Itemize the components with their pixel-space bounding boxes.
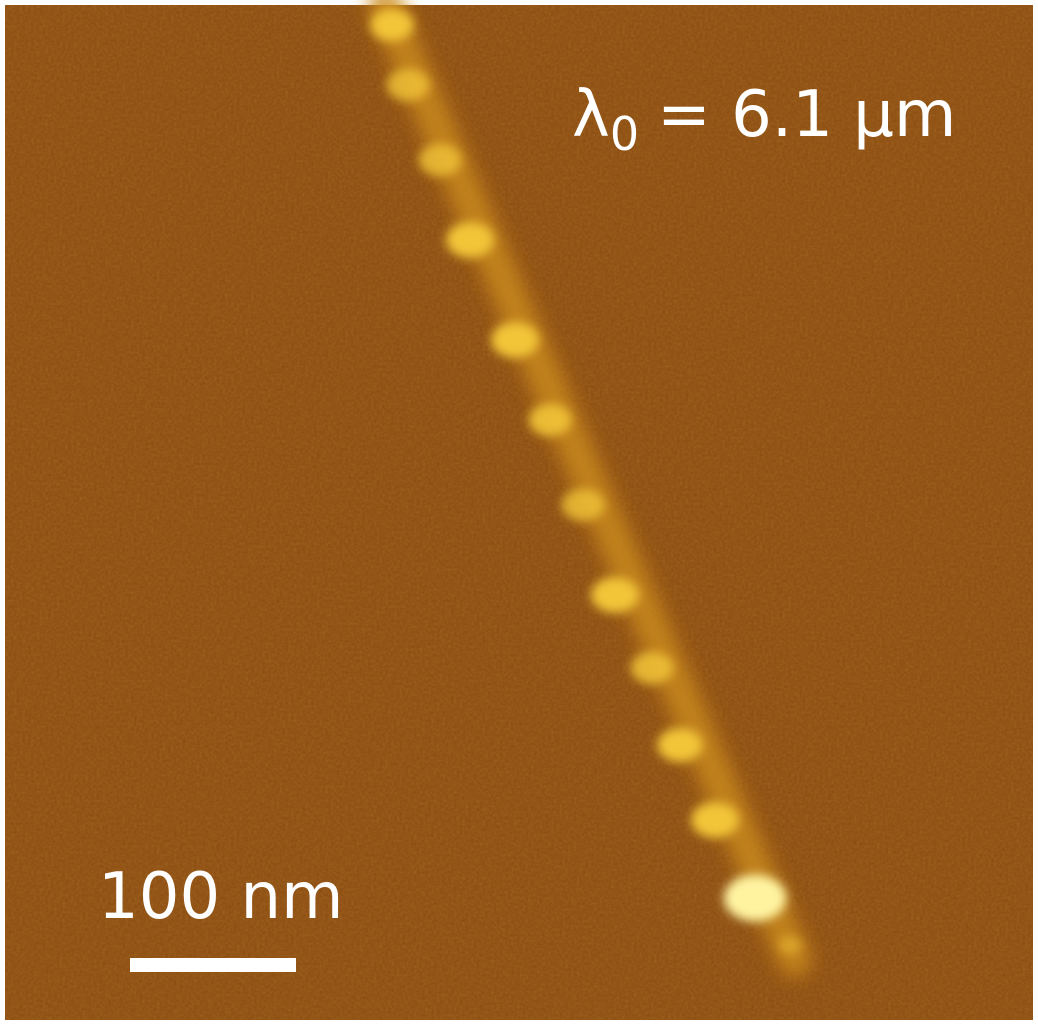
bead (386, 69, 429, 101)
bead (591, 577, 639, 613)
page: λ0= 6.1 µm 100 nm (() => { const data = … (0, 0, 1038, 1025)
wavelength-symbol: λ (572, 78, 610, 152)
bead (657, 728, 703, 762)
bead (418, 144, 461, 176)
bead (370, 9, 413, 41)
bead (778, 936, 802, 954)
wavelength-value: = 6.1 µm (657, 78, 956, 152)
wavelength-subscript: 0 (610, 107, 639, 161)
bead (691, 802, 739, 838)
bead (446, 222, 494, 258)
bead (724, 875, 786, 922)
scale-bar (130, 958, 296, 972)
bead (528, 404, 571, 436)
scale-bar-label: 100 nm (98, 860, 343, 934)
bead (630, 652, 673, 684)
bead (561, 489, 604, 521)
micrograph: λ0 = 6.1 µm 100 nm (0, 0, 1038, 1025)
bead (491, 322, 539, 358)
